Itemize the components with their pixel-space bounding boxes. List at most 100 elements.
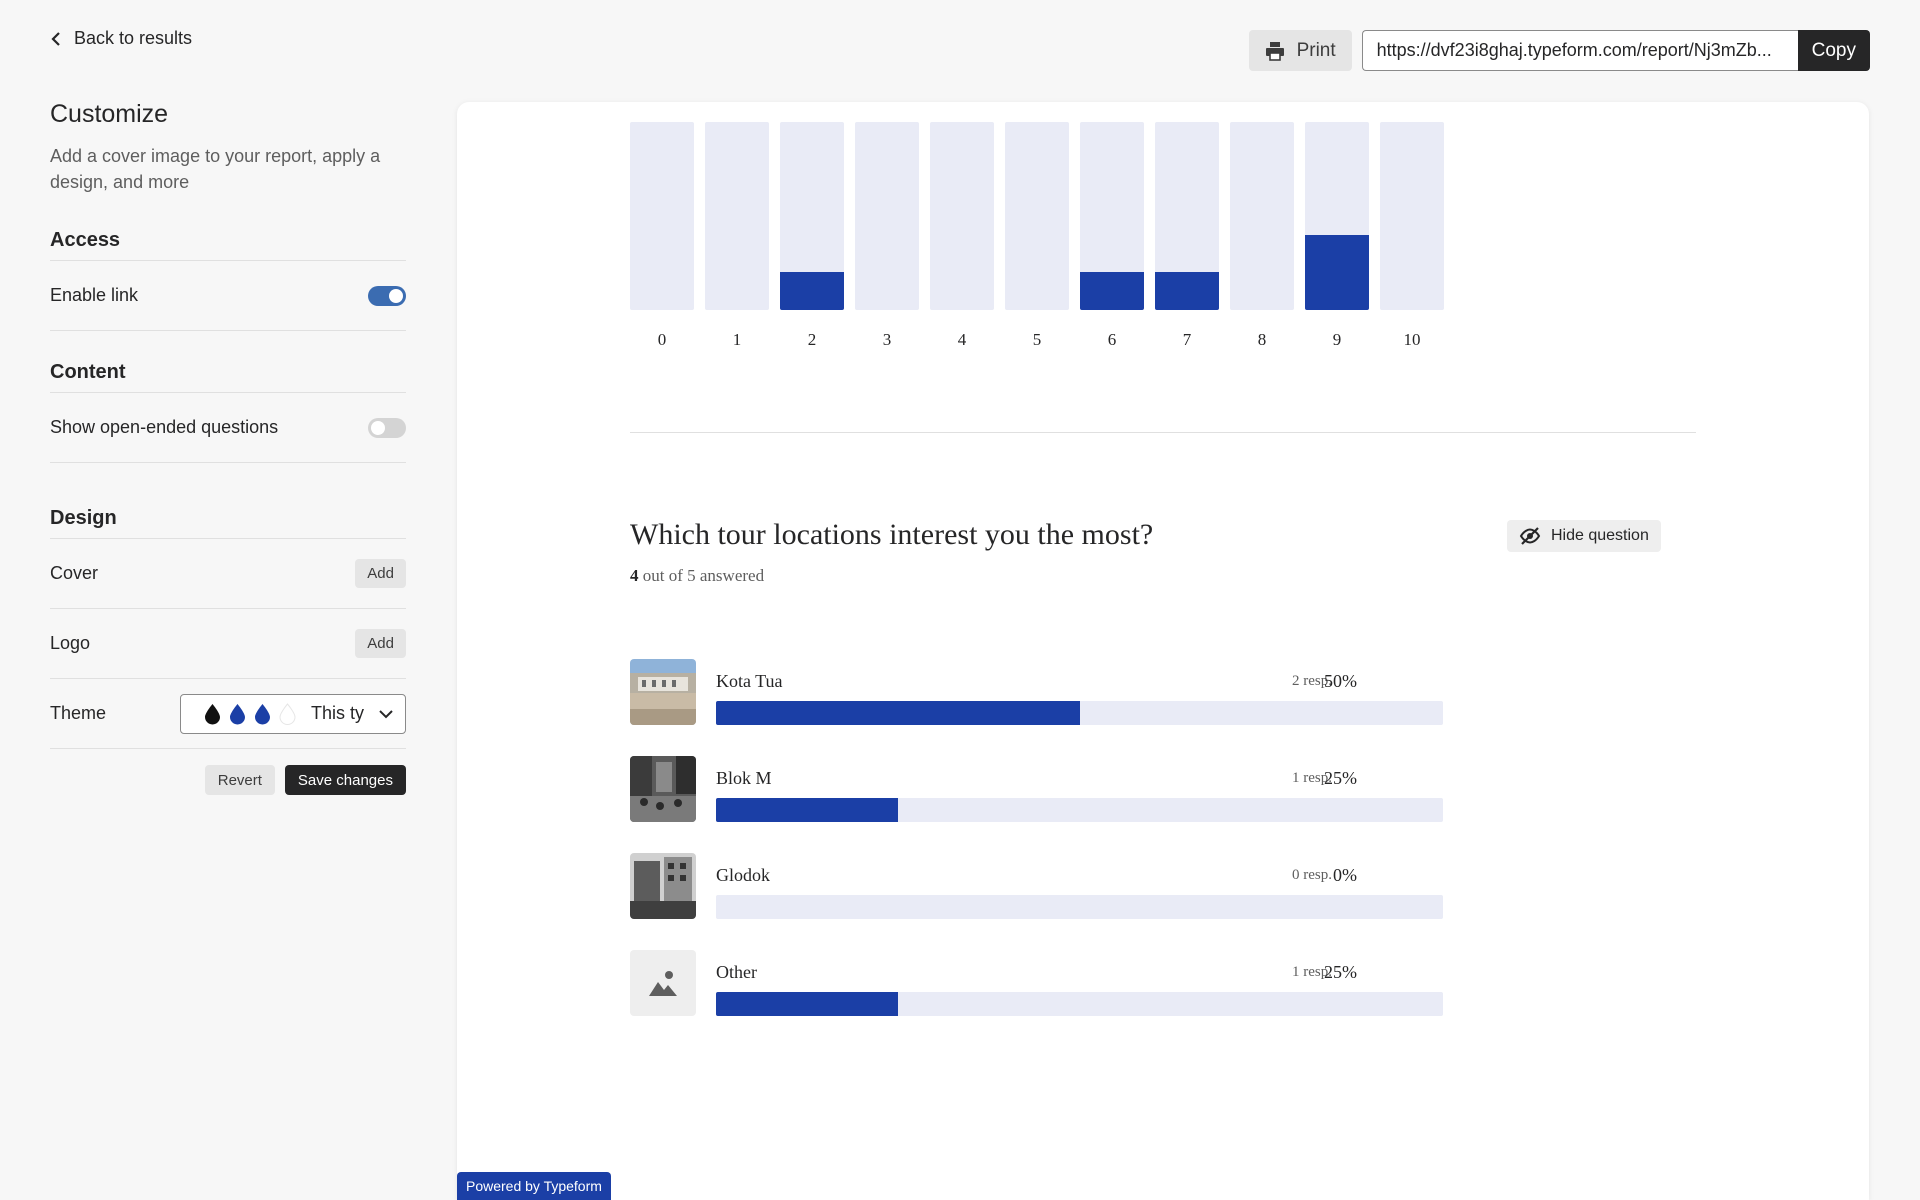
- theme-color-drop-icon: [230, 703, 245, 724]
- scale-bar-track: [780, 122, 844, 310]
- cover-label: Cover: [50, 563, 99, 583]
- choice-label: Glodok: [716, 865, 770, 885]
- report-url-field[interactable]: https://dvf23i8ghaj.typeform.com/report/…: [1361, 30, 1798, 71]
- theme-color-drop-icon: [279, 702, 296, 725]
- scale-bar-track: [1005, 122, 1069, 310]
- bar-label-clipped: [1155, 114, 1219, 120]
- choice-bar-fill: [716, 992, 898, 1016]
- share-toolbar: Print https://dvf23i8ghaj.typeform.com/r…: [1248, 30, 1870, 71]
- back-to-results-link[interactable]: Back to results: [50, 28, 192, 49]
- answered-summary: 4 out of 5 answered: [630, 566, 764, 586]
- add-cover-button[interactable]: Add: [355, 559, 406, 588]
- choice-bar-track: [716, 895, 1443, 919]
- scale-tick-label: 7: [1182, 330, 1192, 349]
- hide-question-label: Hide question: [1551, 527, 1649, 544]
- eye-off-icon: [1519, 527, 1541, 545]
- enable-link-row: Enable link: [50, 261, 406, 331]
- print-button[interactable]: Print: [1248, 30, 1352, 71]
- enable-link-toggle[interactable]: [368, 285, 406, 306]
- toggle-knob: [371, 420, 385, 435]
- choice-label: Kota Tua: [716, 671, 783, 691]
- sidebar-actions: Revert Save changes: [50, 765, 406, 795]
- share-url-group: https://dvf23i8ghaj.typeform.com/report/…: [1361, 30, 1870, 71]
- choice-resp-count: 1 resp.: [1292, 964, 1332, 980]
- choice-thumbnail: [630, 659, 696, 725]
- answered-count: 4: [630, 566, 639, 585]
- choice-label: Other: [716, 962, 757, 982]
- choice-resp-count: 0 resp.: [1292, 867, 1332, 883]
- scale-bar: [1080, 272, 1144, 310]
- theme-row: Theme This ty: [50, 679, 406, 749]
- choice-label: Blok M: [716, 768, 772, 788]
- bar-label-clipped: [1080, 114, 1144, 120]
- scale-tick-label: 5: [1032, 330, 1042, 349]
- back-label: Back to results: [74, 28, 193, 48]
- scale-bar-track: [630, 122, 694, 310]
- hide-question-button[interactable]: Hide question: [1507, 520, 1661, 552]
- scale-tick-label: 10: [1403, 330, 1421, 349]
- choice-bar-fill: [716, 798, 898, 822]
- sidebar-description: Add a cover image to your report, apply …: [50, 146, 381, 192]
- scale-tick-label: 2: [807, 330, 817, 349]
- choice-percent: 25%: [1324, 768, 1357, 788]
- theme-value: This ty: [311, 703, 365, 723]
- scale-tick-label: 8: [1257, 330, 1267, 349]
- scale-bar-track: [1380, 122, 1444, 310]
- bar-label-clipped: [1380, 114, 1444, 120]
- choice-resp-count: 1 resp.: [1292, 770, 1332, 786]
- theme-dropdown[interactable]: This ty: [180, 693, 406, 734]
- enable-link-label: Enable link: [50, 285, 139, 305]
- scale-bar-track: [1155, 122, 1219, 310]
- report-panel: 0 1 2 3 4 5 6 7 8 9 10 Which tour locations intere…: [457, 102, 1869, 1200]
- choice-row: Blok M 1 resp. 25%: [630, 756, 1444, 822]
- question-title: Which tour locations interest you the mo…: [630, 518, 1154, 551]
- question-divider: [630, 432, 1696, 433]
- open-ended-row: Show open-ended questions: [50, 393, 406, 463]
- cover-row: Cover Add: [50, 539, 406, 609]
- scale-bar-track: [705, 122, 769, 310]
- add-logo-button[interactable]: Add: [355, 629, 406, 658]
- scale-bar-track: [930, 122, 994, 310]
- bar-label-clipped: [705, 114, 769, 120]
- choice-bar-fill: [716, 701, 1080, 725]
- powered-by-typeform-badge[interactable]: Powered by Typeform: [457, 1172, 611, 1200]
- scale-bar: [780, 272, 844, 310]
- content-heading: Content: [50, 361, 406, 393]
- scale-tick-label: 3: [882, 330, 892, 349]
- copy-url-button[interactable]: Copy: [1797, 30, 1870, 71]
- scale-bar: [1305, 235, 1369, 310]
- scale-tick-label: 0: [657, 330, 667, 349]
- logo-row: Logo Add: [50, 609, 406, 679]
- access-heading: Access: [50, 229, 406, 261]
- sidebar-title: Customize: [50, 100, 169, 128]
- save-changes-button[interactable]: Save changes: [284, 765, 406, 795]
- choice-thumbnail: [630, 853, 696, 919]
- choice-bar-track: [716, 798, 1443, 822]
- toggle-knob: [389, 288, 403, 303]
- scale-tick-label: 1: [732, 330, 742, 349]
- scale-bar-track: [855, 122, 919, 310]
- print-label: Print: [1296, 39, 1336, 61]
- theme-label: Theme: [50, 703, 107, 723]
- scale-tick-label: 6: [1107, 330, 1117, 349]
- open-ended-toggle[interactable]: [368, 417, 406, 438]
- choice-bar-track: [716, 701, 1443, 725]
- open-ended-label: Show open-ended questions: [50, 417, 279, 437]
- image-placeholder-icon: [630, 950, 696, 1016]
- choice-resp-count: 2 resp.: [1292, 673, 1332, 689]
- scale-tick-label: 4: [957, 330, 967, 349]
- choice-percent: 25%: [1324, 962, 1357, 982]
- choice-row: Kota Tua 2 resp. 50%: [630, 659, 1444, 725]
- chevron-left-icon: [51, 31, 60, 46]
- printer-icon: [1265, 41, 1284, 61]
- bar-label-clipped: [1230, 114, 1294, 120]
- scale-bar-track: [1080, 122, 1144, 310]
- theme-color-drop-icon: [205, 703, 220, 724]
- revert-button[interactable]: Revert: [204, 765, 275, 795]
- answered-suffix: out of 5 answered: [642, 566, 765, 585]
- choice-row: Glodok 0 resp. 0%: [630, 853, 1444, 919]
- bar-label-clipped: [930, 114, 994, 120]
- bar-label-clipped: [855, 114, 919, 120]
- opinion-scale-chart: 0 1 2 3 4 5 6 7 8 9 10: [630, 122, 1460, 362]
- choice-percent: 0%: [1333, 865, 1357, 885]
